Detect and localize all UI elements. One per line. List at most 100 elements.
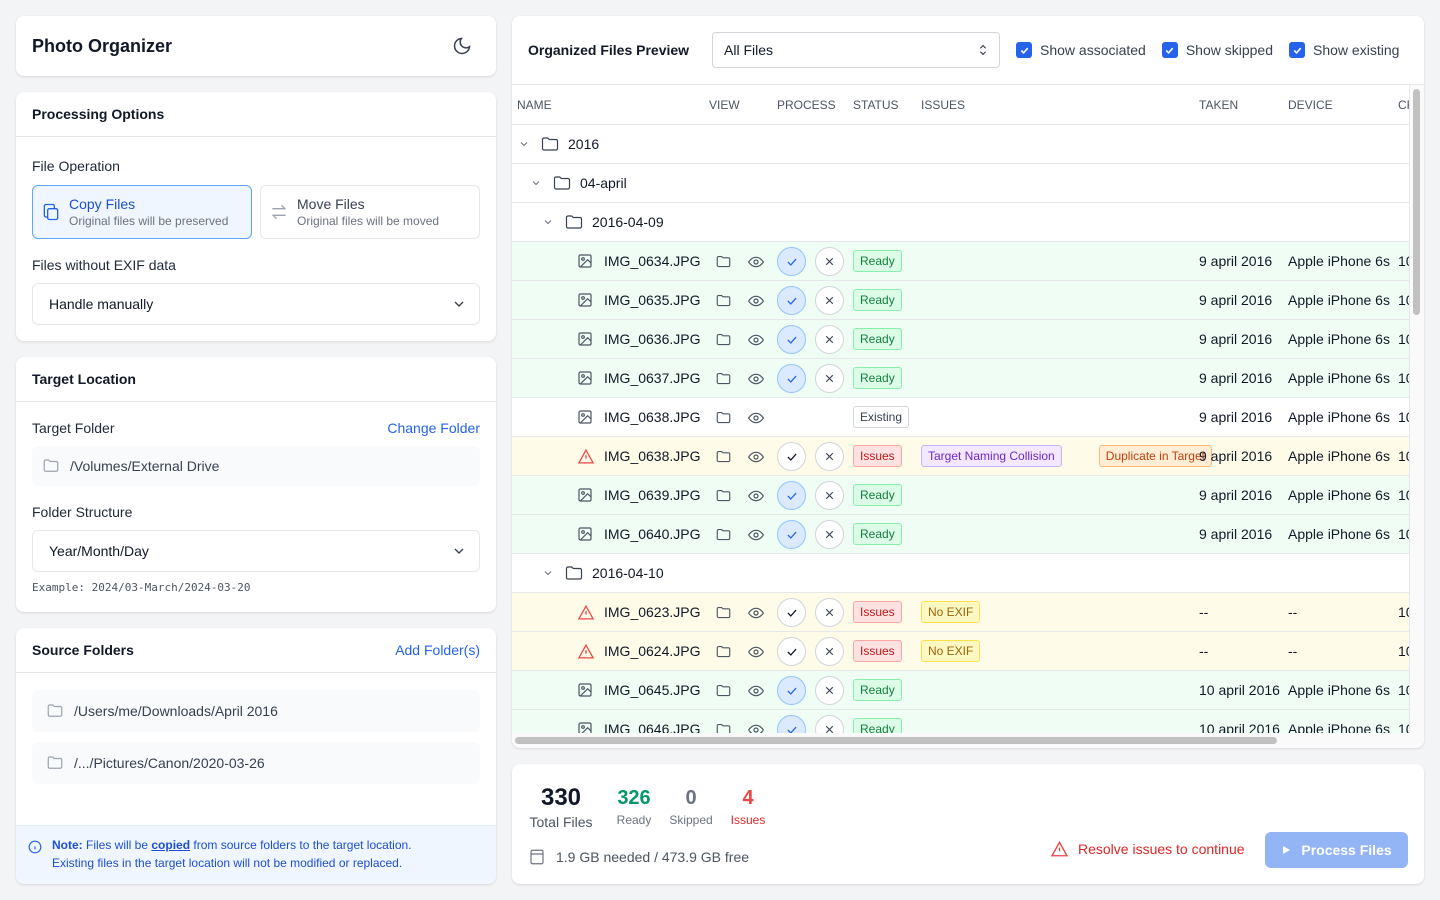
process-files-button[interactable]: Process Files <box>1265 832 1408 868</box>
open-folder-icon[interactable] <box>716 333 731 346</box>
close-icon <box>823 450 836 463</box>
file-row[interactable]: IMG_0638.JPG Existing 9 april 2016 Apple iP… <box>512 398 1410 437</box>
file-row[interactable]: IMG_0635.JPG Ready 9 april 2016 Apple iPhon… <box>512 281 1410 320</box>
open-folder-icon[interactable] <box>716 489 731 502</box>
extra-cell: 10 <box>1398 604 1410 620</box>
column-header-cr[interactable]: CR <box>1398 98 1410 112</box>
skip-button[interactable] <box>815 364 844 393</box>
column-header-taken[interactable]: TAKEN <box>1199 98 1239 112</box>
process-check-button[interactable] <box>777 481 806 510</box>
eye-icon[interactable] <box>748 683 764 699</box>
add-folders-link[interactable]: Add Folder(s) <box>395 642 480 658</box>
folder-row[interactable]: 2016-04-10 <box>512 554 1410 593</box>
process-check-button[interactable] <box>777 520 806 549</box>
skip-button[interactable] <box>815 676 844 705</box>
skip-button[interactable] <box>815 442 844 471</box>
eye-icon[interactable] <box>748 605 764 621</box>
process-check-button[interactable] <box>777 364 806 393</box>
file-row[interactable]: IMG_0645.JPG Ready 10 april 2016 Apple iPho… <box>512 671 1410 710</box>
file-row[interactable]: IMG_0638.JPG Issues Target Naming Collisio… <box>512 437 1410 476</box>
vertical-scrollbar[interactable] <box>1409 85 1424 748</box>
skip-button[interactable] <box>815 598 844 627</box>
open-folder-icon[interactable] <box>716 684 731 697</box>
show-skipped-checkbox[interactable]: Show skipped <box>1161 42 1273 58</box>
process-check-button[interactable] <box>777 598 806 627</box>
extra-cell: 10 <box>1398 253 1410 269</box>
process-check-button[interactable] <box>777 442 806 471</box>
column-header-process[interactable]: PROCESS <box>777 98 836 112</box>
show-associated-checkbox[interactable]: Show associated <box>1016 42 1146 58</box>
file-row[interactable]: IMG_0640.JPG Ready 9 april 2016 Apple iPhon… <box>512 515 1410 554</box>
image-icon <box>577 331 593 347</box>
column-header-device[interactable]: DEVICE <box>1288 98 1333 112</box>
copy-files-button[interactable]: Copy Files Original files will be preserv… <box>32 185 252 239</box>
eye-icon[interactable] <box>748 254 764 270</box>
change-folder-link[interactable]: Change Folder <box>387 420 480 436</box>
eye-icon[interactable] <box>748 488 764 504</box>
process-check-button[interactable] <box>777 325 806 354</box>
open-folder-icon[interactable] <box>716 606 731 619</box>
source-folder-item[interactable]: /Users/me/Downloads/April 2016 <box>32 690 480 732</box>
file-row[interactable]: IMG_0634.JPG Ready 9 april 2016 Apple iPhon… <box>512 242 1410 281</box>
process-check-button[interactable] <box>777 637 806 666</box>
open-folder-icon[interactable] <box>716 411 731 424</box>
process-check-button[interactable] <box>777 676 806 705</box>
chevron-down-icon[interactable] <box>518 138 530 150</box>
extra-cell: 10 <box>1398 370 1410 386</box>
folder-structure-select[interactable]: Year/Month/Day <box>32 530 480 572</box>
file-row[interactable]: IMG_0639.JPG Ready 9 april 2016 Apple iPhon… <box>512 476 1410 515</box>
eye-icon[interactable] <box>748 293 764 309</box>
chevron-down-icon[interactable] <box>542 567 554 579</box>
eye-icon[interactable] <box>748 371 764 387</box>
open-folder-icon[interactable] <box>716 450 731 463</box>
horizontal-scrollbar[interactable] <box>512 733 1410 748</box>
target-folder-label: Target Folder <box>32 420 115 436</box>
file-row[interactable]: IMG_0623.JPG Issues No EXIF -- -- 10 <box>512 593 1410 632</box>
source-folder-path: /Users/me/Downloads/April 2016 <box>74 703 278 719</box>
eye-icon[interactable] <box>748 410 764 426</box>
device-name: Apple iPhone 6s <box>1288 292 1390 308</box>
status-badge: Ready <box>853 289 902 311</box>
source-folder-item[interactable]: /.../Pictures/Canon/2020-03-26 <box>32 742 480 784</box>
file-row[interactable]: IMG_0636.JPG Ready 9 april 2016 Apple iPhon… <box>512 320 1410 359</box>
scrollbar-thumb[interactable] <box>1413 89 1420 315</box>
move-files-button[interactable]: Move Files Original files will be moved <box>260 185 480 239</box>
column-header-view[interactable]: VIEW <box>709 98 740 112</box>
file-row[interactable]: IMG_0624.JPG Issues No EXIF -- -- 10 <box>512 632 1410 671</box>
moon-icon[interactable] <box>452 36 472 56</box>
skip-button[interactable] <box>815 481 844 510</box>
eye-icon[interactable] <box>748 332 764 348</box>
folder-row[interactable]: 2016 <box>512 125 1410 164</box>
open-folder-icon[interactable] <box>716 528 731 541</box>
file-filter-select[interactable]: All Files <box>712 32 1000 68</box>
skip-button[interactable] <box>815 325 844 354</box>
eye-icon[interactable] <box>748 449 764 465</box>
chevron-down-icon[interactable] <box>542 216 554 228</box>
show-existing-checkbox[interactable]: Show existing <box>1289 42 1399 58</box>
column-header-status[interactable]: STATUS <box>853 98 899 112</box>
skip-button[interactable] <box>815 247 844 276</box>
open-folder-icon[interactable] <box>716 255 731 268</box>
folder-icon <box>553 175 571 191</box>
chevron-down-icon[interactable] <box>530 177 542 189</box>
open-folder-icon[interactable] <box>716 645 731 658</box>
open-folder-icon[interactable] <box>716 294 731 307</box>
file-name: IMG_0645.JPG <box>604 682 701 698</box>
column-header-name[interactable]: NAME <box>517 98 552 112</box>
open-folder-icon[interactable] <box>716 372 731 385</box>
eye-icon[interactable] <box>748 644 764 660</box>
folder-row[interactable]: 04-april <box>512 164 1410 203</box>
skip-button[interactable] <box>815 637 844 666</box>
skip-button[interactable] <box>815 520 844 549</box>
scrollbar-thumb[interactable] <box>515 737 1277 744</box>
column-header-issues[interactable]: ISSUES <box>921 98 966 112</box>
no-exif-select[interactable]: Handle manually <box>32 283 480 325</box>
process-check-button[interactable] <box>777 247 806 276</box>
eye-icon[interactable] <box>748 527 764 543</box>
skip-button[interactable] <box>815 286 844 315</box>
no-exif-value: Handle manually <box>49 296 154 312</box>
process-check-button[interactable] <box>777 286 806 315</box>
folder-row[interactable]: 2016-04-09 <box>512 203 1410 242</box>
file-row[interactable]: IMG_0637.JPG Ready 9 april 2016 Apple iPhon… <box>512 359 1410 398</box>
taken-date: 9 april 2016 <box>1199 487 1273 503</box>
